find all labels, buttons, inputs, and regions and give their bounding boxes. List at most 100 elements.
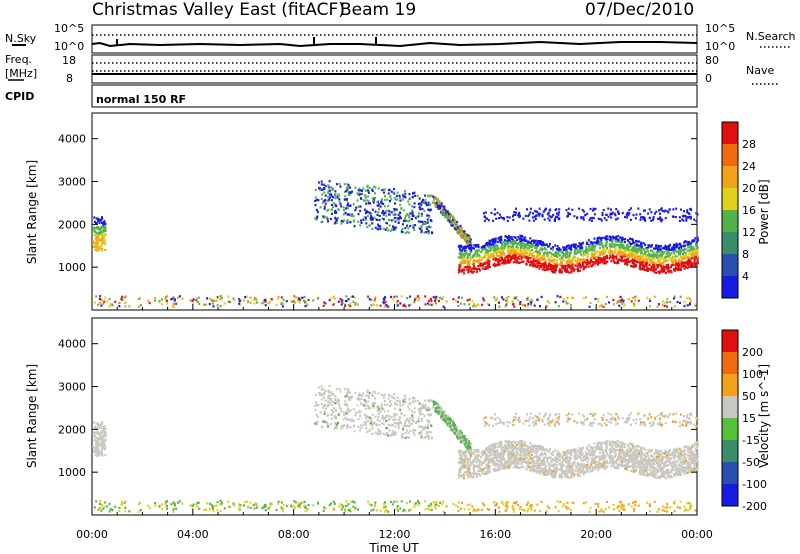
velocity-cell — [374, 397, 376, 400]
power-cell — [473, 261, 476, 264]
velocity-cell — [376, 406, 379, 409]
power-cell — [649, 305, 651, 308]
power-cell — [604, 302, 607, 306]
power-cell — [96, 225, 99, 228]
power-cell — [669, 270, 672, 273]
power-cell — [671, 215, 674, 218]
velocity-cell — [467, 443, 470, 446]
velocity-cell — [350, 419, 353, 422]
velocity-cell — [418, 409, 421, 412]
velocity-cell — [314, 422, 317, 425]
power-cell — [425, 226, 428, 229]
velocity-cell — [323, 420, 326, 423]
power-cell — [659, 245, 662, 248]
velocity-cell — [96, 447, 99, 450]
power-cell — [634, 217, 637, 220]
power-cell — [542, 266, 545, 269]
power-cell — [388, 224, 391, 227]
velocity-cell — [675, 455, 678, 458]
velocity-cell — [534, 449, 537, 452]
power-cell — [459, 302, 462, 305]
power-cell — [682, 214, 685, 217]
power-cell — [316, 210, 319, 214]
power-cell — [412, 224, 415, 227]
power-cell — [428, 225, 431, 228]
power-cell — [591, 247, 594, 250]
power-cell — [639, 268, 642, 271]
power-cell — [644, 243, 647, 247]
power-cell — [580, 253, 583, 256]
power-cell — [518, 254, 521, 258]
power-cell — [503, 258, 506, 261]
velocity-cell — [342, 411, 345, 414]
power-cell — [550, 269, 553, 272]
power-cell — [573, 215, 576, 218]
power-cell — [269, 297, 272, 300]
power-cell — [563, 248, 566, 251]
power-cell — [668, 208, 671, 211]
y-tick-label: 3000 — [58, 176, 86, 189]
power-cell — [533, 265, 536, 268]
power-cell — [527, 254, 530, 257]
nsky-tick-top: 10^5 — [54, 22, 84, 35]
power-cell — [679, 249, 682, 252]
velocity-cell — [380, 406, 383, 409]
power-cell — [294, 296, 297, 299]
velocity-cell — [381, 422, 384, 425]
velocity-cell — [409, 429, 412, 433]
velocity-cell — [329, 401, 332, 404]
power-cell — [392, 218, 394, 221]
power-cell — [641, 264, 644, 267]
power-cell — [101, 248, 104, 251]
power-cell — [492, 238, 495, 241]
power-cell — [542, 253, 545, 256]
power-cell — [459, 224, 462, 227]
power-cell — [600, 239, 603, 242]
power-cell — [460, 251, 463, 254]
power-cell — [209, 297, 212, 300]
power-cell — [373, 299, 376, 302]
power-cell — [599, 243, 602, 246]
power-cell — [658, 257, 661, 260]
power-cell — [546, 213, 549, 216]
power-cell — [567, 261, 570, 264]
power-cell — [330, 208, 333, 211]
power-cell — [679, 301, 681, 305]
velocity-cell — [337, 398, 340, 401]
velocity-cell — [418, 402, 421, 405]
velocity-cell — [420, 434, 423, 437]
power-cell — [423, 209, 426, 212]
power-cell — [476, 253, 479, 256]
velocity-cell — [399, 422, 402, 425]
power-cell — [456, 226, 459, 229]
velocity-cell — [323, 410, 326, 413]
power-cell — [511, 303, 514, 306]
velocity-cell — [366, 415, 369, 419]
power-cell — [294, 301, 296, 304]
power-cell — [552, 260, 555, 263]
power-cell — [486, 262, 489, 265]
power-cell — [684, 240, 687, 243]
power-cell — [430, 231, 433, 234]
velocity-cell — [315, 421, 318, 424]
power-cell — [650, 254, 653, 257]
power-cell — [624, 215, 626, 219]
velocity-cell — [428, 414, 431, 417]
power-cell — [121, 295, 124, 298]
velocity-cell — [573, 456, 576, 459]
power-cell — [525, 298, 528, 302]
power-cell — [560, 271, 563, 274]
power-cell — [622, 244, 625, 247]
power-cell — [629, 237, 632, 240]
power-cell — [320, 183, 323, 186]
velocity-cell — [648, 449, 651, 452]
power-cell — [381, 188, 384, 192]
power-cell — [504, 256, 507, 259]
power-cell — [578, 207, 581, 210]
velocity-cell — [321, 398, 324, 401]
power-cell — [630, 253, 633, 256]
power-cell — [579, 259, 582, 262]
power-cell — [412, 192, 414, 195]
power-cell — [613, 212, 616, 215]
power-cell — [358, 192, 361, 195]
